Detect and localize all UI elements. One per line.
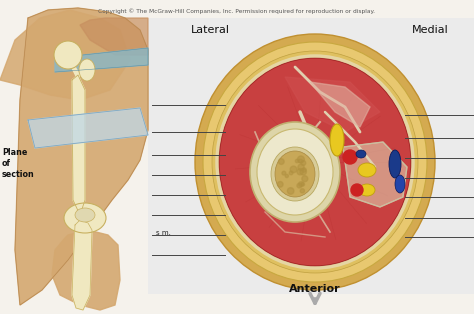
Ellipse shape bbox=[75, 208, 95, 222]
Ellipse shape bbox=[195, 34, 435, 290]
Ellipse shape bbox=[275, 151, 315, 197]
Circle shape bbox=[343, 150, 357, 164]
Circle shape bbox=[282, 171, 286, 175]
Circle shape bbox=[278, 159, 284, 165]
Ellipse shape bbox=[359, 184, 375, 196]
Ellipse shape bbox=[356, 150, 366, 158]
Text: Anterior: Anterior bbox=[289, 284, 341, 294]
Ellipse shape bbox=[257, 129, 333, 215]
Ellipse shape bbox=[358, 163, 376, 177]
Polygon shape bbox=[52, 230, 120, 310]
Circle shape bbox=[299, 182, 303, 187]
Ellipse shape bbox=[395, 175, 405, 193]
Circle shape bbox=[300, 189, 304, 193]
Ellipse shape bbox=[271, 147, 319, 201]
Polygon shape bbox=[68, 55, 80, 80]
Polygon shape bbox=[72, 220, 92, 310]
Polygon shape bbox=[28, 108, 148, 148]
Ellipse shape bbox=[79, 59, 95, 81]
Polygon shape bbox=[310, 82, 370, 127]
Circle shape bbox=[287, 188, 294, 194]
Polygon shape bbox=[72, 75, 85, 215]
Text: Medial: Medial bbox=[411, 25, 448, 35]
Circle shape bbox=[301, 182, 305, 186]
Text: s m.: s m. bbox=[156, 230, 171, 236]
Ellipse shape bbox=[250, 122, 340, 222]
Circle shape bbox=[302, 176, 308, 182]
FancyBboxPatch shape bbox=[148, 18, 474, 294]
Text: Plane
of
section: Plane of section bbox=[2, 148, 35, 179]
Ellipse shape bbox=[203, 42, 427, 282]
Ellipse shape bbox=[389, 150, 401, 178]
Polygon shape bbox=[80, 18, 148, 55]
Polygon shape bbox=[0, 10, 130, 100]
Circle shape bbox=[299, 159, 302, 163]
Circle shape bbox=[300, 169, 306, 175]
Circle shape bbox=[297, 183, 302, 188]
Circle shape bbox=[297, 169, 303, 175]
Circle shape bbox=[301, 160, 306, 165]
Ellipse shape bbox=[64, 203, 106, 233]
Circle shape bbox=[285, 174, 289, 178]
Ellipse shape bbox=[54, 41, 82, 69]
Ellipse shape bbox=[330, 124, 344, 156]
Polygon shape bbox=[15, 8, 148, 305]
Circle shape bbox=[298, 164, 304, 171]
Circle shape bbox=[295, 159, 299, 163]
Ellipse shape bbox=[219, 58, 411, 266]
Circle shape bbox=[289, 171, 293, 175]
Circle shape bbox=[277, 181, 283, 187]
Circle shape bbox=[290, 166, 297, 173]
Circle shape bbox=[351, 184, 363, 196]
Polygon shape bbox=[285, 77, 380, 132]
Circle shape bbox=[302, 168, 306, 172]
Text: Copyright © The McGraw-Hill Companies, Inc. Permission required for reproduction: Copyright © The McGraw-Hill Companies, I… bbox=[99, 8, 375, 14]
Ellipse shape bbox=[212, 51, 418, 273]
Text: Lateral: Lateral bbox=[191, 25, 229, 35]
Circle shape bbox=[298, 156, 304, 163]
Polygon shape bbox=[343, 142, 407, 207]
Polygon shape bbox=[55, 48, 148, 72]
